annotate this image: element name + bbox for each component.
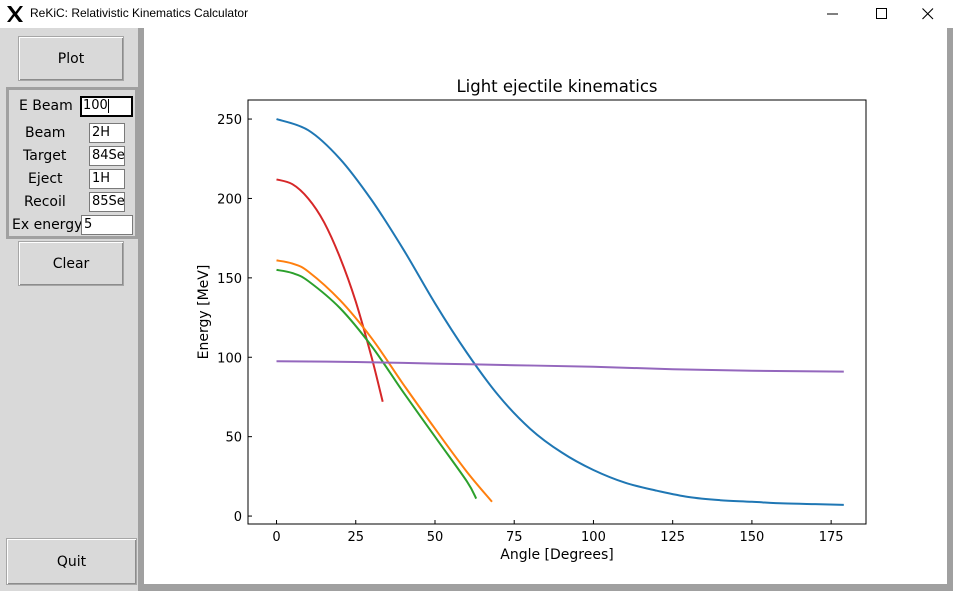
y-tick-label: 200	[217, 192, 242, 207]
right-border	[947, 28, 953, 591]
title-bar: ReKiC: Relativistic Kinematics Calculato…	[0, 0, 953, 28]
ex-energy-label: Ex energy	[12, 217, 83, 233]
recoil-label: Recoil	[24, 194, 66, 210]
series-line-3	[276, 259, 493, 503]
minimize-button[interactable]	[810, 0, 856, 28]
y-tick-label: 250	[217, 113, 242, 128]
y-tick-label: 50	[225, 431, 242, 446]
series-line-4	[276, 268, 478, 500]
y-tick-label: 100	[217, 351, 242, 366]
y-tick-label: 150	[217, 272, 242, 287]
client-area: Plot E Beam 100 Beam 2H Target 84Se Ejec…	[0, 28, 953, 591]
x11-app-icon	[7, 6, 23, 22]
control-panel: Plot E Beam 100 Beam 2H Target 84Se Ejec…	[6, 33, 138, 585]
beam-field[interactable]: 2H	[89, 123, 125, 143]
kinematics-chart: Light ejectile kinematics 0 25 50 75 100 125 1…	[196, 77, 867, 563]
x-tick-label: 75	[506, 530, 523, 545]
eject-field[interactable]: 1H	[89, 169, 125, 189]
chart-title: Light ejectile kinematics	[456, 77, 657, 96]
beam-label: Beam	[25, 125, 66, 141]
x-tick-label: 175	[819, 530, 844, 545]
series-line-1	[276, 118, 844, 506]
close-button[interactable]	[905, 0, 951, 28]
x-tick-label: 50	[427, 530, 444, 545]
target-label: Target	[23, 148, 67, 164]
maximize-icon	[876, 8, 887, 19]
quit-button[interactable]: Quit	[6, 538, 137, 585]
x-tick-label: 125	[660, 530, 685, 545]
series-line-5	[276, 360, 844, 373]
target-field[interactable]: 84Se	[89, 146, 125, 166]
x-tick-label: 150	[739, 530, 764, 545]
close-icon	[922, 8, 934, 20]
plot-area	[247, 99, 867, 525]
x-tick-label: 100	[581, 530, 606, 545]
x-tick-label: 25	[347, 530, 364, 545]
window-title: ReKiC: Relativistic Kinematics Calculato…	[30, 6, 249, 20]
ex-energy-field[interactable]: 5	[81, 215, 133, 235]
plot-button[interactable]: Plot	[18, 36, 124, 81]
y-tick-label: 0	[234, 510, 242, 525]
x-tick-label: 0	[272, 530, 280, 545]
x-axis-label: Angle [Degrees]	[500, 547, 613, 563]
eject-label: Eject	[28, 171, 63, 187]
e-beam-field[interactable]: 100	[80, 96, 133, 117]
recoil-field[interactable]: 85Se	[89, 192, 125, 212]
bottom-border	[144, 584, 953, 591]
e-beam-label: E Beam	[19, 98, 73, 114]
y-axis-label: Energy [MeV]	[196, 265, 212, 360]
maximize-button[interactable]	[859, 0, 905, 28]
minimize-icon	[827, 13, 838, 15]
input-form: E Beam 100 Beam 2H Target 84Se Eject 1H …	[6, 87, 138, 239]
plot-canvas: Light ejectile kinematics 0 25 50 75 100 125 1…	[144, 28, 947, 584]
series-line-2	[276, 178, 384, 402]
clear-button[interactable]: Clear	[18, 241, 124, 286]
panel-separator	[138, 28, 144, 591]
